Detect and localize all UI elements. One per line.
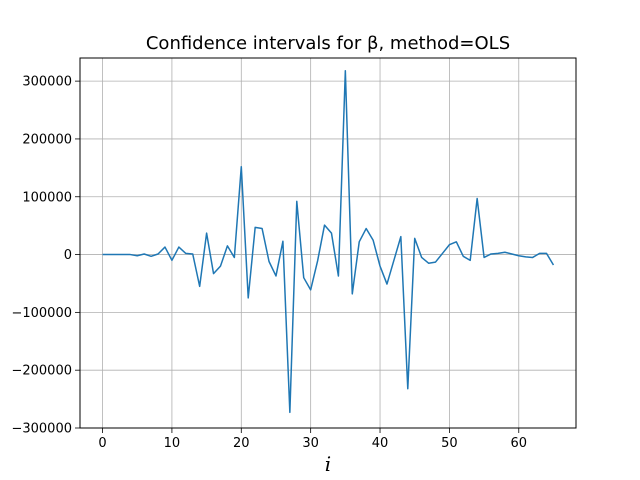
y-tick-label: −100000 [11, 306, 72, 321]
x-tick-label: 0 [98, 436, 106, 451]
y-tick-label: 0 [64, 248, 72, 263]
x-tick-label: 60 [510, 436, 527, 451]
y-tick-label: 100000 [22, 190, 72, 205]
x-tick-label: 30 [302, 436, 319, 451]
series-layer [102, 69, 555, 414]
grid-lines [80, 58, 576, 429]
series-line [102, 69, 555, 414]
x-axis-ticks: 0 10 20 30 40 50 60 [98, 428, 527, 451]
x-tick-label: 20 [233, 436, 250, 451]
y-tick-label: −200000 [11, 364, 72, 379]
y-tick-label: −300000 [11, 422, 72, 437]
plot-frame [79, 57, 577, 429]
y-axis-ticks: −300000 −200000 −100000 0 100000 200000 300000 [11, 75, 80, 437]
y-tick-label: 200000 [22, 132, 72, 147]
x-tick-label: 40 [372, 436, 389, 451]
chart-title: Confidence intervals for β, method=OLS [146, 33, 510, 54]
y-tick-label: 300000 [22, 75, 72, 90]
x-axis-label: i [325, 452, 331, 476]
plot-background [80, 58, 576, 428]
x-tick-label: 10 [164, 436, 181, 451]
x-tick-label: 50 [441, 436, 458, 451]
